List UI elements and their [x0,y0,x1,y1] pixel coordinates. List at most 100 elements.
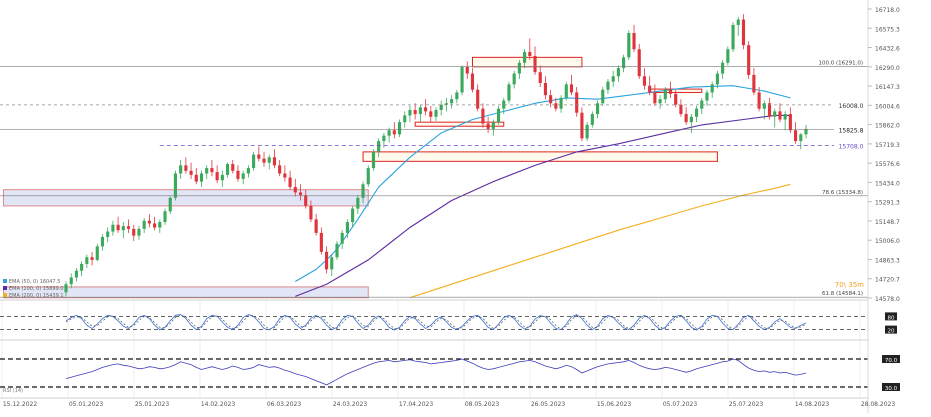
timeframe-label: 70\ 35m [835,281,864,289]
candle-body [267,157,271,163]
candle-body [783,114,787,120]
resistance-zone-box [362,151,718,162]
candle-body [304,195,308,206]
legend-swatch [3,279,7,283]
y-tick-label: 16432.6 [875,46,900,53]
y-tick-label: 14863.3 [875,257,900,264]
y-tick-label: 15006.0 [875,238,900,245]
fib-level-label: 78.6 (15334.8) [822,190,863,196]
candle-body [403,115,407,123]
candle-body [121,226,125,231]
candle-body [632,33,636,50]
y-tick-label: 14578.0 [875,296,900,303]
candle-body [465,66,469,74]
candle-body [241,173,245,179]
candle-body [272,157,277,166]
candle-body [194,174,198,182]
x-tick-label: 17.04.2023 [399,401,434,408]
candle-body [184,165,188,171]
candle-body [637,49,641,77]
candle-body [444,103,448,105]
candle-body [757,92,761,109]
candle-body [153,223,157,228]
x-tick-label: 15.06.2023 [597,401,632,408]
rsi-level-tag: 70.0 [885,358,898,364]
candle-body [408,110,412,116]
candle-body [585,124,589,139]
candle-body [100,236,105,247]
y-tick-label: 16718.0 [875,7,900,14]
candle-body [476,89,480,109]
candle-body [679,104,683,115]
candle-body [309,205,313,220]
candle-body [434,110,438,117]
y-tick-label: 14720.7 [875,277,900,284]
candle-body [517,62,521,74]
ema-line [409,183,791,299]
candle-body [767,103,772,117]
x-tick-label: 14.08.2023 [795,401,830,408]
candle-body [429,111,433,117]
candle-body [262,158,266,163]
candle-body [90,257,94,260]
candle-body [450,99,454,104]
x-tick-label: 08.05.2023 [465,401,500,408]
candle-body [345,222,349,233]
y-tick-label: 15862.0 [875,123,900,130]
candle-body [189,170,193,175]
candle-body [173,173,177,198]
candle-body [684,114,688,123]
candle-body [397,122,402,135]
candle-body [283,173,287,178]
y-tick-label: 16147.3 [875,84,900,91]
candle-body [257,154,261,159]
rsi-level-tag-bg [882,383,900,391]
rsi-level-tag-bg [882,355,900,363]
candle-body [132,228,136,236]
stoch-d-line [65,314,807,330]
x-tick-label: 15.12.2022 [3,401,38,408]
candle-body [387,130,391,136]
candle-body [491,122,495,129]
legend-swatch [3,293,7,297]
candle-body [382,135,386,142]
candle-body [523,51,527,63]
x-tick-label: 25.01.2023 [135,401,170,408]
candle-body [470,73,475,90]
candle-body [559,97,563,109]
candle-body [752,74,756,93]
rsi-label: RSI (14) [3,388,23,394]
resistance-zone-box [414,121,505,127]
legend-label: EMA (50, 0) 16047.5 [9,279,60,285]
candle-body [569,84,574,93]
candle-body [377,141,381,152]
stoch-level-tag-bg [885,312,897,321]
y-tick-label: 15576.6 [875,161,900,168]
candle-body [439,104,443,111]
candle-body [705,92,709,101]
candle-body [788,114,792,131]
candle-body [663,89,667,100]
x-tick-label: 24.03.2023 [333,401,368,408]
candle-body [799,134,803,142]
candle-body [330,257,334,270]
candle-body [210,168,214,173]
candle-body [804,128,808,135]
candle-body [778,111,782,120]
candle-body [726,49,730,63]
candle-body [528,51,532,56]
candle-body [455,92,459,100]
candle-body [502,100,506,109]
candle-body [736,19,740,25]
candle-body [580,112,584,139]
candle-body [64,284,68,293]
candle-body [554,103,558,109]
candle-body [695,108,699,117]
candle-body [549,95,553,104]
candle-body [199,173,204,182]
candle-body [543,83,547,96]
candle-body [648,85,652,93]
x-tick-label: 28.08.2023 [861,401,896,408]
